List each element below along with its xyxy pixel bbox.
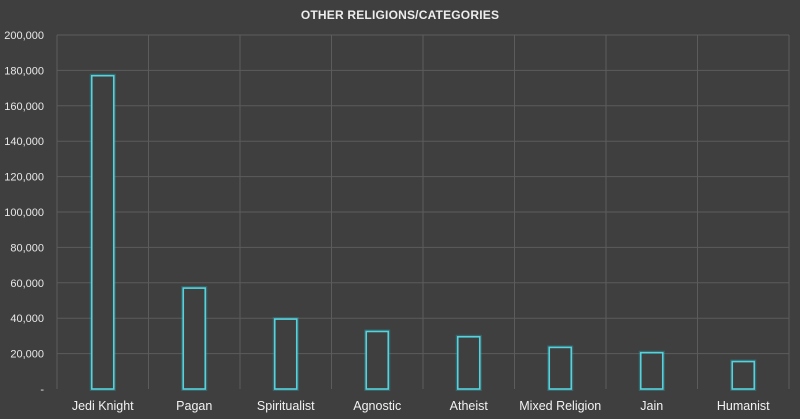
y-tick-label: 20,000: [10, 349, 44, 361]
bar: [90, 74, 115, 390]
bar: [182, 287, 207, 390]
y-tick-label: 100,000: [4, 207, 44, 219]
y-tick-label: 80,000: [10, 242, 44, 254]
y-tick-label: 180,000: [4, 65, 44, 77]
bar: [548, 346, 573, 390]
y-tick-label: 60,000: [10, 278, 44, 290]
bar: [639, 351, 664, 390]
bar: [273, 318, 298, 390]
y-tick-label: 120,000: [4, 172, 44, 184]
bar: [365, 330, 390, 390]
x-category-label: Jain: [640, 399, 663, 413]
y-tick-label: 160,000: [4, 101, 44, 113]
x-category-label: Pagan: [176, 399, 212, 413]
x-category-label: Atheist: [450, 399, 489, 413]
x-category-label: Jedi Knight: [72, 399, 134, 413]
x-category-label: Spiritualist: [257, 399, 315, 413]
y-tick-label: 200,000: [4, 30, 44, 42]
y-tick-label: 40,000: [10, 313, 44, 325]
y-tick-label: -: [40, 384, 44, 396]
x-category-label: Agnostic: [353, 399, 401, 413]
x-category-label: Humanist: [717, 399, 770, 413]
bar: [456, 335, 481, 390]
y-tick-label: 140,000: [4, 136, 44, 148]
x-category-label: Mixed Religion: [519, 399, 601, 413]
chart-title: OTHER RELIGIONS/CATEGORIES: [300, 8, 500, 22]
bar: [731, 360, 756, 390]
